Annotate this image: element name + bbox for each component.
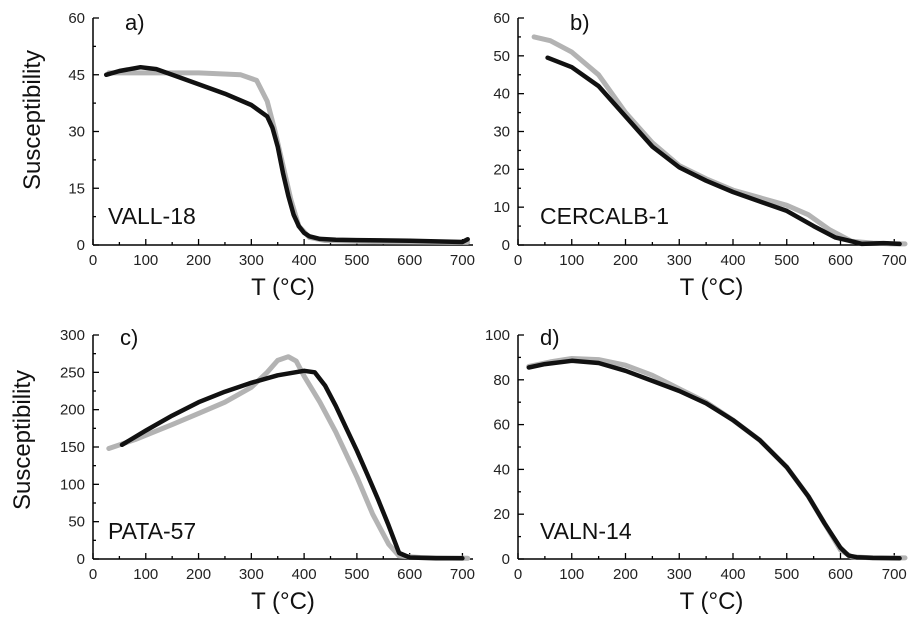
y-tick-label: 20 <box>493 161 510 178</box>
x-tick-label: 200 <box>186 566 211 583</box>
y-tick-label: 0 <box>502 237 510 254</box>
x-tick-label: 500 <box>344 566 369 583</box>
cooling-curve <box>526 358 902 561</box>
y-tick-label: 250 <box>60 364 85 381</box>
y-tick-label: 0 <box>502 551 510 568</box>
x-tick-label: 0 <box>514 252 522 269</box>
y-tick-label: 45 <box>68 67 85 84</box>
x-axis-label: T (°C) <box>680 274 744 301</box>
x-tick-label: 600 <box>397 566 422 583</box>
x-tick-label: 200 <box>186 252 211 269</box>
x-tick-label: 300 <box>667 566 692 583</box>
y-tick-label: 100 <box>60 476 85 493</box>
x-axis-label: T (°C) <box>251 588 315 615</box>
x-tick-label: 400 <box>292 252 317 269</box>
y-tick-label: 60 <box>493 10 510 27</box>
x-tick-label: 100 <box>559 252 584 269</box>
cooling-curve <box>119 368 465 561</box>
panel-c: 0 100 200 300 400 500 600 700 0 50 100 150 200 250 300… <box>9 325 475 615</box>
heating-curve <box>106 354 471 561</box>
x-tick-label: 600 <box>828 252 853 269</box>
x-tick-label: 700 <box>882 566 907 583</box>
x-tick-label: 400 <box>720 566 745 583</box>
y-axis-label: Susceptibility <box>9 370 36 510</box>
x-tick-label: 0 <box>89 566 97 583</box>
x-tick-label: 700 <box>450 566 475 583</box>
x-tick-label: 200 <box>613 252 638 269</box>
x-tick-label: 300 <box>239 252 264 269</box>
x-tick-label: 100 <box>133 566 158 583</box>
cooling-curve <box>103 64 470 245</box>
x-tick-label: 0 <box>514 566 522 583</box>
y-tick-label: 40 <box>493 86 510 103</box>
x-tick-label: 0 <box>89 252 97 269</box>
x-tick-label: 100 <box>133 252 158 269</box>
y-tick-label: 30 <box>68 124 85 141</box>
x-tick-label: 400 <box>720 252 745 269</box>
y-axis-label: Susceptibility <box>19 50 46 190</box>
panel-a: 0 100 200 300 400 500 600 700 0 15 30 45 60 T (°C) Sus… <box>19 10 475 301</box>
x-tick-label: 500 <box>344 252 369 269</box>
panel-b: 0 100 200 300 400 500 600 700 0 10 20 30 40 50 60 T (°C… <box>493 10 908 301</box>
y-tick-label: 15 <box>68 180 85 197</box>
x-tick-label: 300 <box>239 566 264 583</box>
x-tick-label: 400 <box>292 566 317 583</box>
y-tick-label: 100 <box>485 327 510 344</box>
cooling-curve <box>545 55 902 247</box>
y-tick-label: 80 <box>493 372 510 389</box>
y-tick-label: 200 <box>60 402 85 419</box>
x-tick-label: 300 <box>667 252 692 269</box>
x-tick-label: 500 <box>774 566 799 583</box>
x-axis-label: T (°C) <box>680 588 744 615</box>
x-tick-label: 700 <box>450 252 475 269</box>
y-tick-label: 300 <box>60 327 85 344</box>
y-tick-label: 30 <box>493 124 510 141</box>
panel-letter: d) <box>540 325 560 350</box>
x-tick-label: 700 <box>882 252 907 269</box>
x-tick-label: 600 <box>397 252 422 269</box>
x-tick-label: 500 <box>774 252 799 269</box>
x-axis-label: T (°C) <box>251 274 315 301</box>
panel-d: 0 100 200 300 400 500 600 700 0 20 40 60 80 100 T (°C)… <box>485 325 908 615</box>
y-tick-label: 150 <box>60 439 85 456</box>
y-tick-label: 20 <box>493 506 510 523</box>
sample-label: VALL-18 <box>108 203 196 229</box>
y-tick-label: 50 <box>493 48 510 65</box>
x-tick-label: 100 <box>559 566 584 583</box>
y-tick-label: 50 <box>68 514 85 531</box>
sample-label: PATA-57 <box>108 518 196 544</box>
x-tick-label: 600 <box>828 566 853 583</box>
y-tick-label: 0 <box>77 551 85 568</box>
y-tick-label: 60 <box>493 417 510 434</box>
y-tick-label: 0 <box>77 237 85 254</box>
panel-letter: c) <box>120 325 138 350</box>
panel-letter: a) <box>125 10 145 35</box>
x-tick-label: 200 <box>613 566 638 583</box>
sample-label: CERCALB-1 <box>540 203 669 229</box>
y-tick-label: 60 <box>68 10 85 27</box>
y-tick-label: 40 <box>493 461 510 478</box>
panel-letter: b) <box>570 10 590 35</box>
y-tick-label: 10 <box>493 199 510 216</box>
sample-label: VALN-14 <box>540 518 632 544</box>
